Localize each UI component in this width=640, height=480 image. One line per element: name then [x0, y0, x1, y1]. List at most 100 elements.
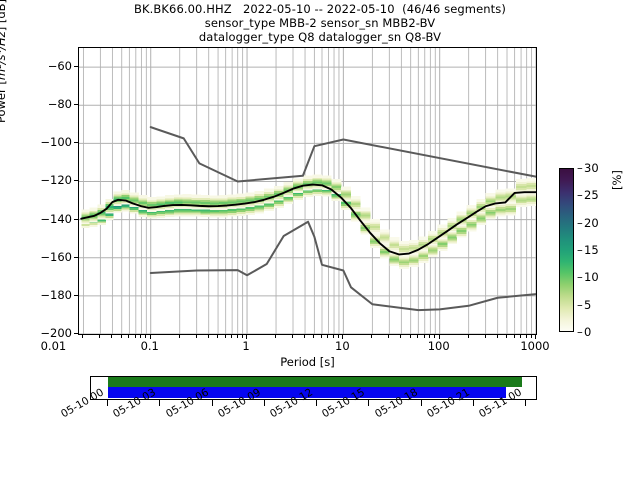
timeline-date-label: 05-10 00	[58, 386, 106, 421]
x-tick-mark	[342, 334, 344, 339]
plot-clip	[79, 48, 536, 334]
x-tick-mark	[140, 334, 142, 338]
timeline-bar-psd-segments	[107, 387, 506, 398]
x-tick-mark	[496, 334, 498, 338]
timeline-tick-mark	[159, 400, 161, 406]
timeline-tick-mark	[420, 400, 422, 406]
colorbar-tick-label: –20	[577, 215, 599, 230]
y-tick-mark	[74, 66, 78, 68]
x-tick-mark	[535, 334, 536, 339]
x-tick-mark	[231, 334, 233, 338]
plot-canvas	[79, 48, 536, 334]
x-tick-mark	[145, 334, 147, 338]
y-tick-mark	[74, 256, 78, 258]
timeline-coverage-bar[interactable]	[90, 376, 537, 400]
y-tick-label: −140	[40, 211, 72, 226]
x-tick-label: 0.1	[140, 339, 159, 353]
timeline-axis	[90, 400, 537, 406]
x-tick-mark	[99, 334, 101, 338]
x-tick-mark	[434, 334, 436, 338]
x-tick-mark	[241, 334, 243, 338]
ppsd-plot-area[interactable]	[78, 47, 537, 335]
y-tick-mark	[74, 104, 78, 106]
timeline-bar-data-coverage	[107, 377, 523, 387]
x-tick-mark	[520, 334, 522, 338]
x-tick-mark	[371, 334, 373, 338]
x-tick-mark	[417, 334, 419, 338]
x-axis-label: Period [s]	[280, 355, 335, 369]
x-tick-mark	[304, 334, 306, 338]
figure-title-line-1: BK.BK66.00.HHZ 2022-05-10 -- 2022-05-10 …	[134, 2, 506, 16]
x-tick-mark	[484, 334, 486, 338]
y-tick-label: −60	[47, 59, 72, 74]
x-tick-label: 0.01	[40, 339, 67, 353]
timeline-tick-mark	[473, 400, 475, 406]
x-tick-mark	[467, 334, 469, 338]
y-tick-label: −120	[40, 173, 72, 188]
x-tick-mark	[400, 334, 402, 338]
colorbar-tick-label: –5	[577, 297, 592, 312]
timeline-tick-mark	[263, 400, 265, 406]
x-tick-mark	[236, 334, 238, 338]
x-tick-mark	[320, 334, 322, 338]
x-tick-mark	[438, 334, 440, 339]
x-tick-mark	[134, 334, 136, 338]
x-tick-mark	[207, 334, 209, 338]
timeline-tick-mark	[525, 400, 527, 406]
x-tick-mark	[506, 334, 507, 338]
colorbar-tick-label: –15	[577, 243, 599, 257]
colorbar-gradient	[560, 169, 573, 331]
nhnm-high-noise-model	[149, 126, 536, 183]
x-tick-mark	[313, 334, 315, 338]
x-tick-mark	[178, 334, 180, 338]
timeline-tick-mark	[106, 400, 108, 406]
colorbar	[559, 168, 574, 332]
y-tick-mark	[74, 333, 78, 334]
y-tick-label: −160	[40, 249, 72, 264]
mean-psd	[80, 183, 536, 256]
timeline-tick-mark	[211, 400, 213, 406]
y-tick-label: −80	[47, 97, 72, 112]
x-tick-mark	[224, 334, 226, 338]
x-tick-mark	[292, 334, 293, 338]
x-tick-mark	[429, 334, 431, 338]
x-tick-mark	[327, 334, 329, 338]
y-tick-mark	[74, 294, 78, 296]
x-tick-mark	[120, 334, 122, 338]
y-tick-mark	[74, 218, 78, 220]
figure-title-line-2: sensor_type MBB-2 sensor_sn MBB2-BV	[204, 16, 436, 30]
y-axis-label: Power [m²/s⁴/Hz] [dB]	[0, 0, 8, 124]
y-tick-label: −100	[40, 135, 72, 150]
y-tick-label: −200	[40, 326, 72, 340]
colorbar-tick-label: –10	[577, 270, 599, 285]
x-tick-mark	[195, 334, 197, 338]
x-tick-mark	[513, 334, 515, 338]
x-tick-mark	[82, 334, 84, 338]
x-tick-mark	[530, 334, 532, 338]
x-tick-mark	[217, 334, 219, 338]
colorbar-tick-label: –30	[577, 161, 599, 175]
x-tick-mark	[388, 334, 390, 338]
nlnm-low-noise-model	[149, 220, 536, 312]
x-tick-mark	[423, 334, 425, 338]
x-tick-mark	[525, 334, 527, 338]
y-tick-mark	[74, 142, 78, 144]
x-tick-label: 100	[427, 339, 450, 353]
x-tick-label: 1000	[520, 339, 550, 353]
x-tick-mark	[149, 334, 151, 339]
x-tick-mark	[246, 334, 248, 339]
x-tick-label: 1	[242, 339, 250, 353]
x-tick-mark	[128, 334, 130, 338]
timeline-tick-mark	[368, 400, 370, 406]
x-tick-label: 10	[335, 339, 350, 353]
x-tick-mark	[409, 334, 411, 338]
timeline-tick-mark	[316, 400, 318, 406]
x-tick-mark	[337, 334, 339, 338]
x-tick-mark	[275, 334, 277, 338]
colorbar-tick-label: –25	[577, 188, 599, 203]
y-tick-label: −180	[40, 287, 72, 302]
figure-title-line-3: datalogger_type Q8 datalogger_sn Q8-BV	[198, 30, 442, 44]
x-tick-mark	[333, 334, 335, 338]
x-tick-mark	[111, 334, 113, 338]
